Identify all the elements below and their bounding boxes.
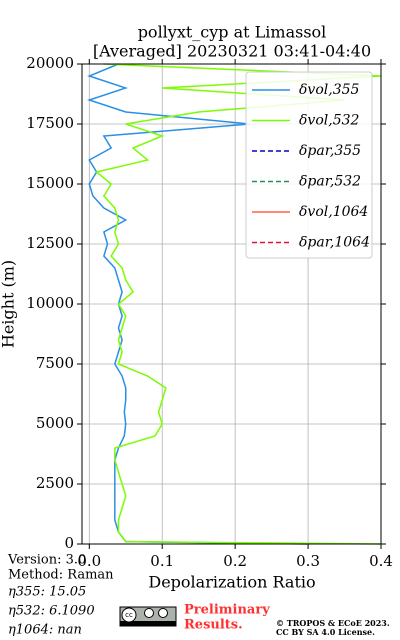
legend-label: δvol,355 <box>299 82 360 98</box>
legend-label: δpar,532 <box>299 174 361 190</box>
profile-line <box>86 63 309 545</box>
y-tick-label: 7500 <box>36 354 74 372</box>
y-tick-label: 0 <box>64 534 74 552</box>
y-tick-label: 17500 <box>26 114 74 132</box>
y-tick-label: 15000 <box>26 174 74 192</box>
preliminary-text: Preliminary <box>184 603 270 618</box>
info-text: Method: Raman <box>8 568 114 583</box>
plot-frame <box>81 63 382 545</box>
x-tick-label: 0.2 <box>223 552 247 570</box>
y-tick-label: 10000 <box>26 294 74 312</box>
y-tick-label: 12500 <box>26 234 74 252</box>
copyright-text: CC BY SA 4.0 License. <box>276 627 375 637</box>
info-text: η532: 6.1090 <box>8 604 95 619</box>
info-text: η1064: nan <box>8 623 82 638</box>
preliminary-text: Results. <box>184 618 243 633</box>
profile-line <box>94 63 382 545</box>
x-tick-label: 0.1 <box>150 552 174 570</box>
legend-label: δvol,1064 <box>299 204 368 220</box>
y-tick-label: 20000 <box>26 54 74 72</box>
info-text: Version: 3.0 <box>7 553 86 568</box>
copyright-text: © TROPOS & ECoE 2023. <box>276 618 390 628</box>
x-axis-label: Depolarization Ratio <box>148 573 315 592</box>
info-text: η355: 15.05 <box>8 585 86 600</box>
legend-label: δvol,532 <box>299 113 360 129</box>
y-axis-label: Height (m) <box>0 260 18 348</box>
x-tick-label: 0.3 <box>296 552 320 570</box>
x-tick-label: 0.4 <box>369 552 393 570</box>
chart-title: pollyxt_cyp at Limassol <box>138 23 327 42</box>
cc-text: cc <box>125 611 133 619</box>
y-tick-label: 5000 <box>36 414 74 432</box>
x-tick-label: 0.0 <box>77 552 101 570</box>
legend-label: δpar,355 <box>299 143 361 159</box>
legend-box <box>245 71 373 259</box>
legend-label: δpar,1064 <box>299 235 370 251</box>
chart-subtitle: [Averaged] 20230321 03:41-04:40 <box>93 42 371 61</box>
cc-logo: cc <box>119 606 177 627</box>
y-tick-label: 2500 <box>36 474 74 492</box>
